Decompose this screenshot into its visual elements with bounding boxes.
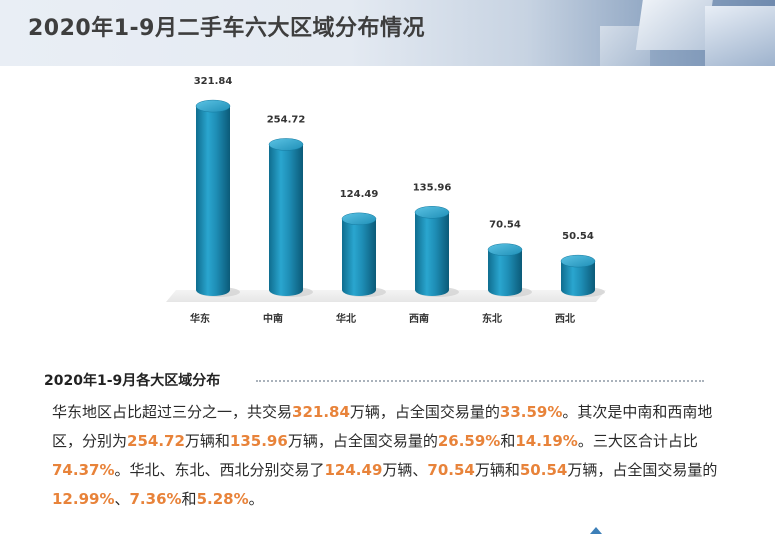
highlight-value: 70.54 bbox=[427, 461, 475, 479]
bar-5 bbox=[488, 249, 522, 296]
text-segment: 万辆，占全国交易量的 bbox=[287, 432, 438, 450]
text-segment: 。 bbox=[248, 490, 264, 508]
category-label: 华北 bbox=[336, 312, 356, 325]
highlight-value: 12.99% bbox=[52, 490, 115, 508]
data-label: 135.96 bbox=[413, 182, 452, 193]
text-segment: 万辆，占全国交易量的 bbox=[567, 461, 718, 479]
bar-cap bbox=[560, 254, 596, 268]
bar-cap bbox=[341, 212, 377, 226]
data-label: 321.84 bbox=[194, 76, 233, 87]
text-segment: 和 bbox=[181, 490, 197, 508]
text-segment: 华东地区占比超过三分之一，共交易 bbox=[52, 403, 293, 421]
text-segment: 。华北、东北、西北分别交易了 bbox=[114, 461, 325, 479]
data-label: 254.72 bbox=[267, 114, 306, 125]
header-banner: 2020年1-9月二手车六大区域分布情况 bbox=[0, 0, 775, 66]
text-segment: 万辆和 bbox=[184, 432, 230, 450]
bar-cap bbox=[414, 206, 450, 219]
text-segment: 和 bbox=[500, 432, 516, 450]
bar-1 bbox=[196, 106, 230, 296]
logo-icon bbox=[590, 527, 602, 534]
highlight-value: 135.96 bbox=[229, 432, 288, 450]
bar-cap bbox=[195, 99, 231, 113]
text-segment: 、 bbox=[114, 490, 130, 508]
highlight-value: 7.36% bbox=[129, 490, 182, 508]
bar-6 bbox=[561, 261, 595, 296]
decorative-cube bbox=[705, 6, 775, 66]
category-label: 中南 bbox=[263, 312, 283, 325]
bar-2 bbox=[269, 144, 303, 296]
highlight-value: 124.49 bbox=[324, 461, 383, 479]
highlight-value: 14.19% bbox=[515, 432, 578, 450]
text-segment: 万辆，占全国交易量的 bbox=[349, 403, 500, 421]
page-title: 2020年1-9月二手车六大区域分布情况 bbox=[28, 16, 425, 41]
decorative-cube bbox=[635, 0, 715, 50]
text-segment: 万辆和 bbox=[474, 461, 520, 479]
text-segment: 。其次是中南和西南地区，分别为 bbox=[52, 403, 713, 450]
section-title: 2020年1-9月各大区域分布 bbox=[44, 373, 221, 389]
data-label: 124.49 bbox=[340, 189, 379, 200]
highlight-value: 5.28% bbox=[196, 490, 249, 508]
category-label: 西北 bbox=[555, 312, 575, 325]
data-label: 50.54 bbox=[562, 231, 594, 242]
highlight-value: 74.37% bbox=[52, 461, 115, 479]
text-segment: 万辆、 bbox=[382, 461, 428, 479]
text-segment: 。三大区合计占比 bbox=[577, 432, 698, 450]
category-label: 西南 bbox=[409, 312, 429, 325]
summary-paragraph: 华东地区占比超过三分之一，共交易321.84万辆，占全国交易量的33.59%。其… bbox=[52, 398, 732, 514]
category-label: 华东 bbox=[190, 312, 210, 325]
highlight-value: 26.59% bbox=[437, 432, 501, 450]
bar-3 bbox=[342, 218, 376, 296]
bar-chart: 321.84 华东 254.72 中南 124.49 华北 135.96 西南 70.54 东北 5… bbox=[166, 76, 606, 325]
bar-cap bbox=[268, 138, 304, 151]
highlight-value: 33.59% bbox=[499, 403, 563, 421]
data-label: 70.54 bbox=[489, 220, 521, 231]
highlight-value: 50.54 bbox=[519, 461, 568, 479]
highlight-value: 321.84 bbox=[292, 403, 350, 421]
dotted-divider bbox=[256, 380, 704, 382]
category-label: 东北 bbox=[482, 312, 502, 325]
highlight-value: 254.72 bbox=[127, 432, 185, 450]
bar-4 bbox=[415, 212, 449, 296]
bar-cap bbox=[487, 243, 523, 256]
